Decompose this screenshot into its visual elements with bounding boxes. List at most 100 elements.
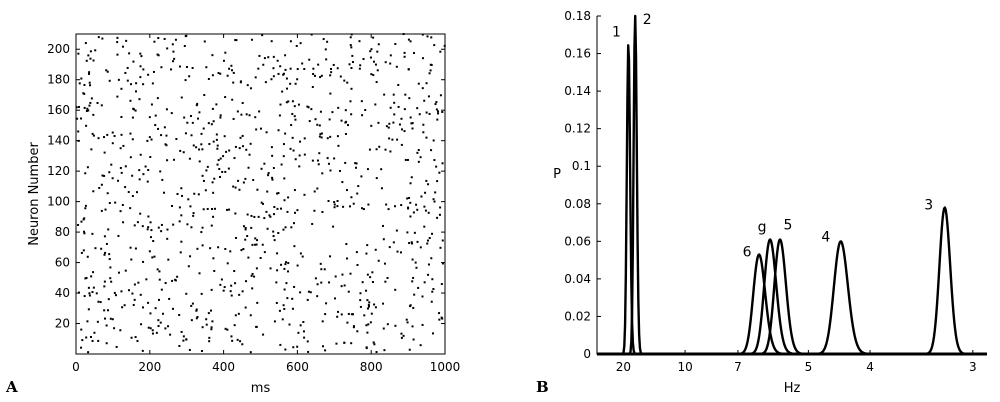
spike-dot bbox=[106, 70, 109, 73]
spike-dot bbox=[276, 252, 279, 255]
spike-dot bbox=[410, 241, 413, 244]
spike-dot bbox=[88, 71, 91, 74]
spike-dot bbox=[275, 301, 278, 304]
spike-dot bbox=[90, 148, 93, 151]
spike-dot bbox=[358, 67, 361, 70]
spike-dot bbox=[104, 208, 107, 211]
spike-dot bbox=[321, 172, 324, 175]
spike-dot bbox=[160, 134, 163, 137]
x-tick-label: 400 bbox=[212, 360, 235, 374]
spike-dot bbox=[137, 281, 140, 284]
spike-dot bbox=[130, 336, 133, 339]
spike-dot bbox=[313, 209, 316, 212]
spike-dot bbox=[261, 243, 264, 246]
spike-dot bbox=[170, 204, 173, 207]
spike-dot bbox=[233, 324, 236, 327]
spike-dot bbox=[292, 346, 295, 349]
spike-dot bbox=[78, 105, 81, 108]
spike-dot bbox=[103, 151, 106, 154]
spike-dot bbox=[211, 54, 214, 57]
spike-dot bbox=[416, 107, 419, 110]
spike-dot bbox=[202, 179, 205, 182]
spike-dot bbox=[419, 344, 422, 347]
spike-dot bbox=[326, 137, 329, 140]
spike-dot bbox=[431, 332, 434, 335]
spike-dot bbox=[350, 113, 353, 116]
spike-dot bbox=[411, 280, 414, 283]
spike-dot bbox=[327, 162, 330, 165]
spike-dot bbox=[427, 183, 430, 186]
spike-dot bbox=[83, 92, 86, 95]
spike-dot bbox=[303, 193, 306, 196]
y-tick-label: 0.04 bbox=[564, 272, 591, 286]
spike-dot bbox=[97, 339, 100, 342]
spike-dot bbox=[219, 114, 222, 117]
spike-dot bbox=[190, 134, 193, 137]
x-tick-label: 200 bbox=[138, 360, 161, 374]
panel-b-letter: B bbox=[536, 378, 549, 396]
spike-dot bbox=[425, 82, 428, 85]
spike-dot bbox=[178, 314, 181, 316]
spike-dot bbox=[195, 104, 198, 107]
spike-dot bbox=[428, 237, 431, 239]
spike-dot bbox=[273, 205, 276, 208]
spike-dot bbox=[230, 335, 233, 338]
spike-dot bbox=[91, 132, 94, 135]
spike-dot bbox=[219, 175, 221, 178]
spike-dot bbox=[189, 205, 192, 208]
spike-dot bbox=[107, 228, 110, 231]
spike-dot bbox=[384, 61, 387, 64]
spike-dot bbox=[336, 199, 339, 202]
spike-dot bbox=[231, 69, 233, 72]
y-tick-label: 140 bbox=[47, 134, 70, 148]
spike-dot bbox=[406, 321, 409, 324]
spike-dot bbox=[316, 187, 319, 190]
spike-dot bbox=[160, 230, 163, 233]
spike-dot bbox=[178, 220, 181, 223]
spike-dot bbox=[266, 190, 269, 193]
spike-dot bbox=[238, 147, 241, 150]
spike-dot bbox=[355, 251, 358, 254]
spike-dot bbox=[336, 315, 339, 318]
spike-dot bbox=[433, 200, 436, 203]
spike-dot bbox=[339, 75, 342, 78]
spike-dot bbox=[311, 85, 314, 88]
spike-dot bbox=[411, 325, 414, 328]
spike-dot bbox=[203, 94, 206, 97]
spike-dot bbox=[149, 236, 152, 239]
spike-dot bbox=[332, 225, 335, 228]
spike-dot bbox=[344, 109, 347, 112]
spike-dot bbox=[123, 304, 126, 307]
spike-dot bbox=[337, 310, 340, 313]
spike-dot bbox=[246, 213, 249, 216]
spike-dot bbox=[416, 208, 419, 211]
spike-dot bbox=[403, 55, 406, 58]
spike-dot bbox=[370, 124, 373, 127]
spike-dot bbox=[136, 221, 139, 224]
y-tick-label: 200 bbox=[47, 42, 70, 56]
spike-dot bbox=[234, 236, 237, 239]
spike-dot bbox=[185, 34, 188, 37]
y-tick-label: 0.18 bbox=[564, 9, 591, 23]
spike-dot bbox=[374, 306, 377, 309]
spike-dot bbox=[157, 127, 160, 130]
x-tick-label: 1000 bbox=[430, 360, 461, 374]
spike-dot bbox=[174, 279, 177, 282]
spike-dot bbox=[94, 49, 97, 52]
panel-a-x-label: ms bbox=[251, 381, 271, 396]
spike-dot bbox=[107, 298, 110, 301]
spike-dot bbox=[277, 232, 280, 234]
spike-dot bbox=[189, 115, 192, 118]
spike-dot bbox=[144, 165, 147, 168]
spike-dot bbox=[333, 203, 336, 206]
spike-dot bbox=[90, 97, 93, 100]
spike-dot bbox=[270, 146, 273, 149]
y-tick-label: 40 bbox=[55, 286, 70, 300]
spike-dot bbox=[256, 239, 259, 242]
spike-dot bbox=[180, 187, 183, 190]
spike-dot bbox=[239, 340, 242, 343]
spike-dot bbox=[431, 290, 434, 293]
spike-dot bbox=[147, 169, 150, 172]
panel-b-axis-lines bbox=[596, 16, 987, 355]
